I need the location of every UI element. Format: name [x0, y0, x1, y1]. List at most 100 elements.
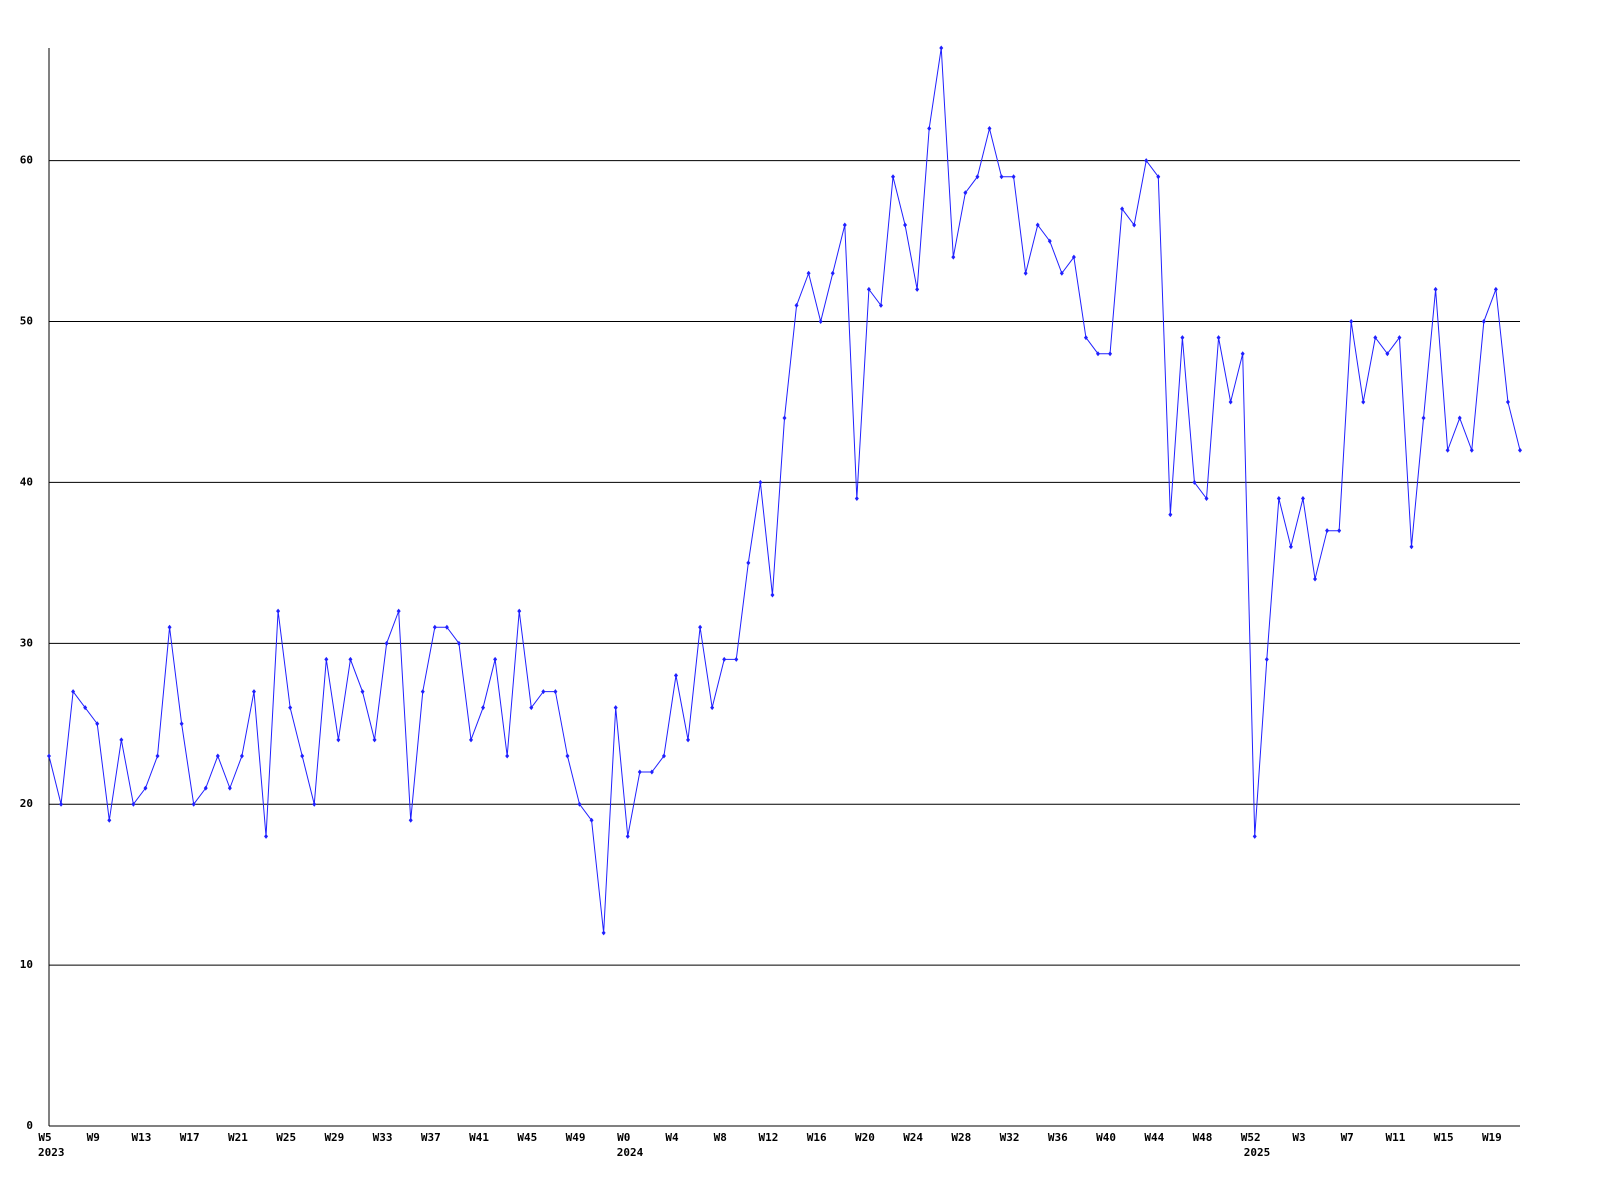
point [1264, 656, 1269, 662]
point [1132, 222, 1137, 228]
x-tick-label: W9 [87, 1131, 100, 1144]
x-tick-label: W20 [855, 1131, 875, 1144]
point [191, 801, 196, 807]
x-tick-label: W3 [1292, 1131, 1305, 1144]
year-label: 2025 [1244, 1146, 1271, 1159]
point [47, 753, 51, 759]
x-tick-label: W44 [1144, 1131, 1164, 1144]
point [59, 801, 64, 807]
point [1469, 447, 1474, 453]
point [276, 608, 281, 614]
point [565, 753, 570, 759]
point [734, 656, 739, 662]
point [336, 737, 341, 743]
x-tick-label: W29 [324, 1131, 344, 1144]
point [589, 817, 594, 823]
point [577, 801, 582, 807]
point [553, 689, 558, 695]
point [782, 415, 787, 421]
point [372, 737, 377, 743]
point [493, 656, 498, 662]
point [794, 302, 799, 308]
point [927, 125, 932, 131]
point [227, 785, 232, 791]
point [529, 705, 534, 711]
x-tick-label: W0 [617, 1131, 630, 1144]
point [1518, 447, 1522, 453]
point [842, 222, 847, 228]
point [903, 222, 908, 228]
y-tick-label: 60 [20, 154, 33, 167]
point [710, 705, 715, 711]
point [975, 174, 980, 180]
point [408, 817, 413, 823]
point [155, 753, 160, 759]
point [686, 737, 691, 743]
x-tick-label: W12 [759, 1131, 779, 1144]
point [625, 833, 630, 839]
x-tick-label: W36 [1048, 1131, 1068, 1144]
point [517, 608, 522, 614]
point [456, 640, 461, 646]
point [264, 833, 269, 839]
line [48, 47, 1521, 933]
x-tick-label: W13 [132, 1131, 152, 1144]
point [1493, 286, 1498, 292]
point [396, 608, 401, 614]
point [1337, 528, 1342, 534]
point [1071, 254, 1076, 260]
y-tick-label: 20 [20, 797, 33, 810]
point [1023, 270, 1028, 276]
point [1156, 174, 1161, 180]
y-tick-label: 40 [20, 475, 33, 488]
x-tick-label: W32 [1000, 1131, 1020, 1144]
point [1325, 528, 1330, 534]
point [1481, 319, 1486, 325]
point [420, 689, 425, 695]
x-tick-label: W24 [903, 1131, 923, 1144]
point [1228, 399, 1233, 405]
point [1108, 351, 1113, 357]
x-tick-label: W5 [38, 1131, 51, 1144]
x-tick-label: W37 [421, 1131, 441, 1144]
x-tick-label: W17 [180, 1131, 200, 1144]
point [1313, 576, 1318, 582]
point [83, 705, 88, 711]
point [384, 640, 389, 646]
x-tick-label: W49 [566, 1131, 586, 1144]
point [95, 721, 100, 727]
point [1300, 496, 1305, 502]
point [806, 270, 811, 276]
point [963, 190, 968, 196]
point [1144, 158, 1149, 164]
point [1095, 351, 1100, 357]
point [818, 319, 823, 325]
point [131, 801, 136, 807]
point [1011, 174, 1016, 180]
year-label: 2024 [617, 1146, 644, 1159]
point [1047, 238, 1052, 244]
point [1433, 286, 1438, 292]
point [1192, 479, 1197, 485]
point [878, 302, 883, 308]
x-tick-label: W52 [1241, 1131, 1261, 1144]
point [312, 801, 317, 807]
x-tick-label: W28 [951, 1131, 971, 1144]
point [107, 817, 112, 823]
point [1385, 351, 1390, 357]
x-tick-label: W11 [1385, 1131, 1405, 1144]
point [300, 753, 305, 759]
point [1216, 335, 1221, 341]
y-tick-label: 30 [20, 636, 33, 649]
point [541, 689, 546, 695]
x-tick-label: W8 [714, 1131, 727, 1144]
point [1204, 496, 1209, 502]
point [1168, 512, 1173, 518]
point [1276, 496, 1281, 502]
x-tick-label: W15 [1434, 1131, 1454, 1144]
point [891, 174, 896, 180]
point [951, 254, 956, 260]
point [71, 689, 76, 695]
